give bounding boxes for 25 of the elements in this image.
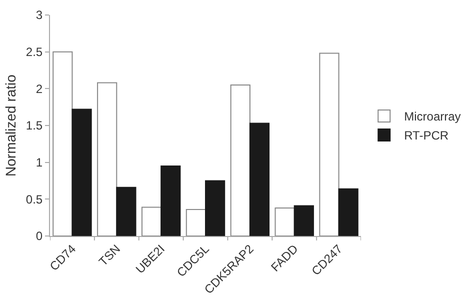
bar [274,208,295,236]
bar [97,82,118,236]
bar [116,186,136,236]
y-tick-label: 2 [36,82,43,96]
y-tick-label: 2.5 [26,45,43,60]
bar [186,208,206,236]
bar [52,51,73,236]
bar [294,205,314,236]
y-tick-label: 1.5 [26,118,43,133]
x-tick-label: TSN [96,242,124,269]
bar [141,206,162,236]
bar [160,166,181,236]
legend-label: RT-PCR [404,128,449,143]
y-tick-label: 1 [36,156,43,170]
y-tick-label: 3 [36,8,43,22]
bar [338,188,358,236]
legend-label: Microarray [404,110,461,124]
bar [319,52,340,236]
y-tick-label: 0.5 [26,192,43,206]
y-tick-label: 0 [36,229,43,244]
y-axis-title: Normalized ratio [2,74,19,176]
bar [249,122,270,236]
bar [230,84,250,236]
bar [72,108,92,236]
bar [205,180,226,236]
